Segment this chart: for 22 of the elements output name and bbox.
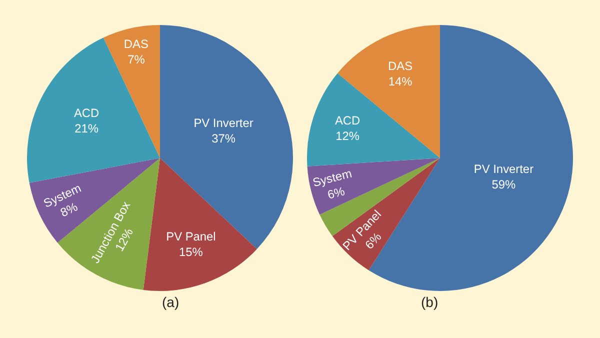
data-label: 37% bbox=[212, 131, 236, 146]
pie-slice bbox=[160, 25, 293, 250]
slice-label: PV Inverter bbox=[194, 116, 254, 130]
slice-label: PV Inverter bbox=[474, 162, 534, 176]
data-label: 21% bbox=[74, 122, 99, 136]
data-label: 15% bbox=[179, 245, 204, 260]
text: (b) bbox=[421, 294, 438, 310]
slice-label: DAS bbox=[388, 59, 413, 74]
data-label: 7% bbox=[128, 52, 146, 66]
pie-slice bbox=[143, 158, 257, 291]
data-label: 14% bbox=[388, 74, 413, 89]
data-label: 59% bbox=[492, 178, 516, 192]
data-label: 12% bbox=[336, 128, 360, 143]
data-label: 6% bbox=[326, 184, 347, 202]
text: (a) bbox=[162, 294, 180, 310]
pie-slice bbox=[307, 73, 440, 166]
slice-label: PV Panel bbox=[166, 230, 216, 244]
slice-label: ACD bbox=[74, 106, 100, 120]
slice-label: DAS bbox=[124, 36, 148, 51]
pie-slice bbox=[103, 25, 160, 158]
pie-slice bbox=[27, 38, 160, 183]
slice-label: ACD bbox=[334, 113, 361, 128]
